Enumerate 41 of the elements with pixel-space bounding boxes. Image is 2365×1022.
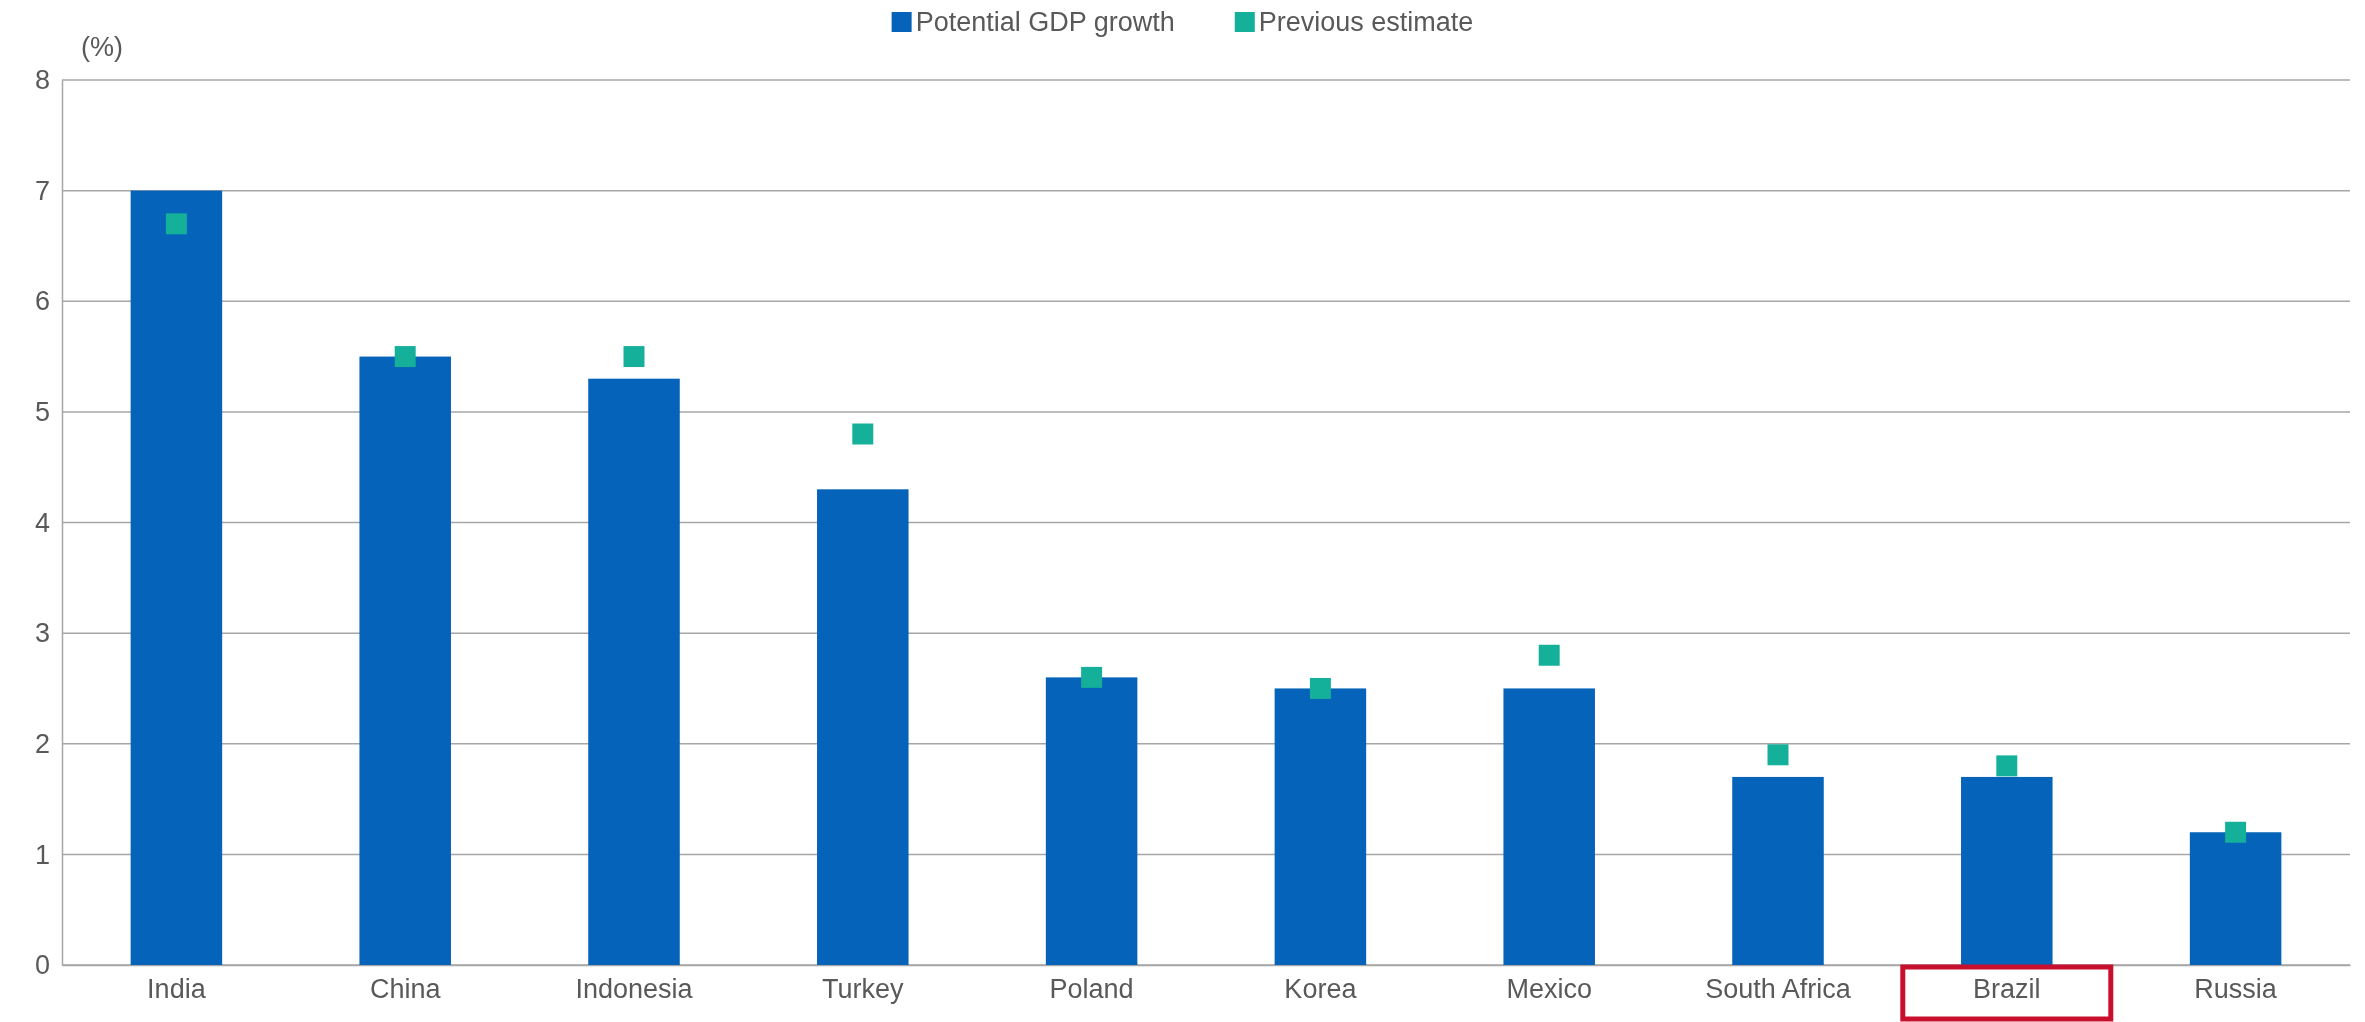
bar [588,378,680,965]
point [1538,644,1560,666]
point [165,213,187,235]
bar [359,356,451,965]
x-tick-label: India [147,974,207,1005]
y-tick-label: 0 [34,950,50,981]
point [623,346,645,368]
point [2225,821,2247,843]
legend-label: Previous estimate [1258,7,1474,37]
bar [130,190,223,965]
y-tick-label: 8 [34,65,50,96]
point [1996,755,2018,777]
y-tick-label: 2 [34,728,50,759]
point [1767,744,1789,766]
point [1309,677,1331,699]
y-axis-title: (%) [81,32,123,62]
bar [817,489,909,965]
y-tick-label: 3 [34,618,50,649]
y-tick-label: 4 [34,507,50,538]
x-tick-label: South Africa [1705,974,1852,1005]
y-tick-label: 6 [34,286,50,317]
x-tick-label: Korea [1284,974,1358,1005]
bar [1732,776,1824,965]
point [394,346,416,368]
point [1081,666,1103,688]
x-tick-label: Indonesia [575,974,694,1005]
bar [1274,688,1367,965]
bar [1045,677,1138,965]
x-tick-label: Russia [2194,974,2278,1005]
x-tick-label: Turkey [822,974,905,1005]
bar [1503,688,1595,965]
x-tick-label: Poland [1049,974,1134,1005]
x-tick-label: China [369,974,442,1005]
y-tick-label: 5 [34,397,50,428]
point [852,423,874,445]
y-tick-label: 1 [34,839,50,870]
x-tick-label: Mexico [1506,974,1592,1005]
bar [2189,832,2282,965]
legend-label: Potential GDP growth [915,7,1175,37]
y-tick-label: 7 [34,175,50,206]
x-tick-label: Brazil [1973,974,2041,1005]
